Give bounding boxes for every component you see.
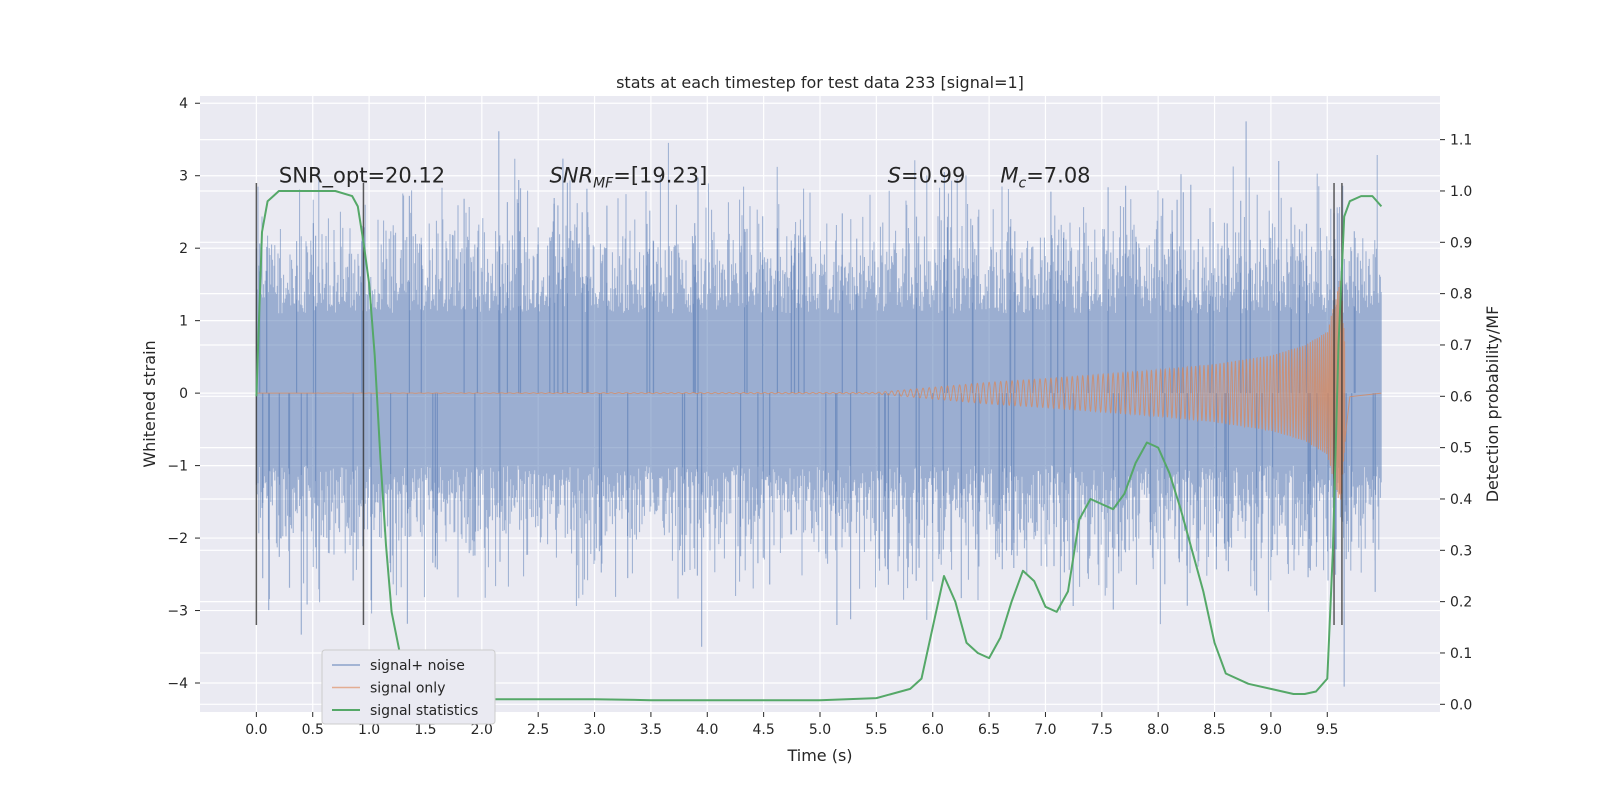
x-tick-label: 4.0 xyxy=(696,722,718,738)
legend-box xyxy=(321,649,496,725)
x-tick-label: 0.5 xyxy=(302,722,324,738)
x-tick-label: 8.5 xyxy=(1203,722,1225,738)
y-axis-label: Whitened strain xyxy=(140,340,159,467)
y-tick-label: 0 xyxy=(179,386,188,402)
x-tick-label: 9.0 xyxy=(1260,722,1282,738)
annotation-mc-val: Mc=7.08 xyxy=(1000,164,1090,192)
legend-label: signal only xyxy=(370,681,445,697)
annotation-main: S xyxy=(888,164,901,188)
legend: signal+ noise signal only signal statistic… xyxy=(321,649,496,725)
x-tick-label: 5.0 xyxy=(809,722,831,738)
y2-tick-label: 0.6 xyxy=(1450,389,1472,405)
annotation-snr-opt: SNR_opt=20.12 xyxy=(279,164,445,189)
y-tick-label: 2 xyxy=(179,241,188,257)
x-tick-label: 8.0 xyxy=(1147,722,1169,738)
y2-tick-label: 0.4 xyxy=(1450,492,1472,508)
noise-spikes xyxy=(259,121,1376,687)
annotations: SNR_opt=20.12 SNRMF=[19.23] S=0.99 Mc=7.08 xyxy=(279,164,1091,192)
y-tick-label: −2 xyxy=(167,531,188,547)
statistics-line xyxy=(255,190,1383,702)
y2-tick-label: 0.9 xyxy=(1450,235,1472,251)
y2-tick-label: 0.7 xyxy=(1450,338,1472,354)
x-tick-label: 2.5 xyxy=(527,722,549,738)
y2-tick-label: 0.3 xyxy=(1450,543,1472,559)
x-tick-label: 6.0 xyxy=(922,722,944,738)
x-tick-label: 1.0 xyxy=(358,722,380,738)
x-tick-label: 3.5 xyxy=(640,722,662,738)
x-tick-label: 9.5 xyxy=(1316,722,1338,738)
annotation-suffix: =[19.23] xyxy=(613,164,707,188)
y2-tick-label: 0.8 xyxy=(1450,287,1472,303)
annotation-suffix: =0.99 xyxy=(901,164,965,188)
legend-label: signal+ noise xyxy=(370,658,465,674)
y2-tick-label: 0.5 xyxy=(1450,441,1472,457)
x-tick-label: 4.5 xyxy=(753,722,775,738)
series-signal-only xyxy=(256,280,1382,500)
x-tick-label: 5.5 xyxy=(865,722,887,738)
y-tick-label: −4 xyxy=(167,676,188,692)
legend-label: signal statistics xyxy=(370,703,478,719)
y2-tick-label: 1.1 xyxy=(1450,133,1472,149)
annotation-subscript: MF xyxy=(593,176,614,192)
x-tick-label: 0.0 xyxy=(245,722,267,738)
y2-axis-label: Detection probability/MF xyxy=(1483,306,1502,503)
annotation-main: SNR xyxy=(549,164,593,188)
y-tick-label: 1 xyxy=(179,314,188,330)
chirp-trace xyxy=(256,280,1382,500)
y-tick-label: −1 xyxy=(167,459,188,475)
y-tick-label: 3 xyxy=(179,169,188,185)
y2-tick-label: 0.1 xyxy=(1450,646,1472,662)
series-signal-statistics xyxy=(255,190,1383,702)
x-axis-label: Time (s) xyxy=(786,746,852,765)
chart-title: stats at each timestep for test data 233… xyxy=(616,73,1024,92)
annotation-main: M xyxy=(1000,164,1018,188)
annotation-main: SNR_opt=20.12 xyxy=(279,164,445,189)
x-tick-label: 7.0 xyxy=(1034,722,1056,738)
x-tick-label: 3.0 xyxy=(583,722,605,738)
annotation-snr-mf: SNRMF=[19.23] xyxy=(549,164,707,192)
annotation-suffix: =7.08 xyxy=(1026,164,1090,188)
x-tick-label: 2.0 xyxy=(471,722,493,738)
x-tick-label: 6.5 xyxy=(978,722,1000,738)
x-tick-label: 7.5 xyxy=(1091,722,1113,738)
y-tick-label: −3 xyxy=(167,604,188,620)
axis-ticks: 0.0 0.5 1.0 1.5 2.0 2.5 3.0 3.5 4.0 4.5 5.0 5.5 6.0 6… xyxy=(167,96,1472,738)
x-tick-label: 1.5 xyxy=(414,722,436,738)
y2-tick-label: 0.2 xyxy=(1450,595,1472,611)
annotation-subscript: c xyxy=(1018,176,1026,192)
y-tick-label: 4 xyxy=(179,96,188,112)
annotation-s-val: S=0.99 xyxy=(888,164,966,188)
y2-tick-label: 0.0 xyxy=(1450,697,1472,713)
y2-tick-label: 1.0 xyxy=(1450,184,1472,200)
